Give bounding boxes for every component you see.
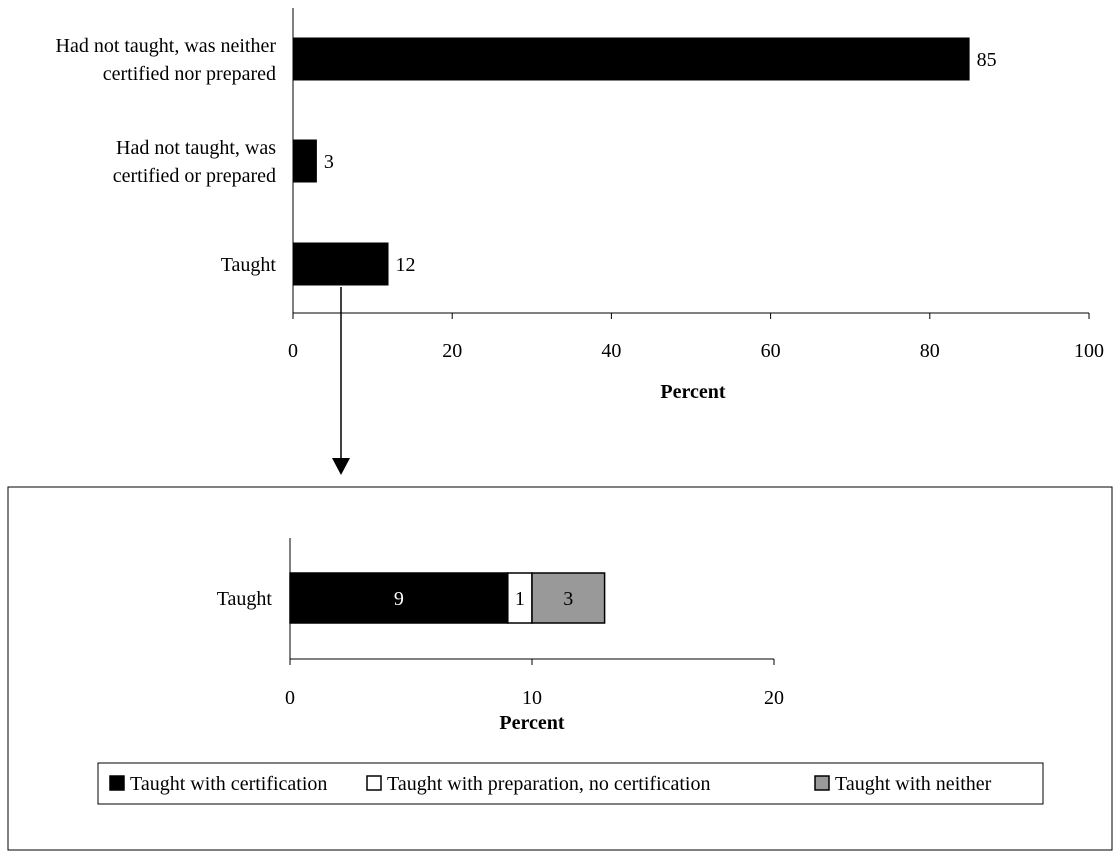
legend-label: Taught with certification [130,773,327,795]
x-tick-label: 0 [285,687,295,709]
category-label: Taught [217,588,273,610]
segment-value-label: 3 [563,588,573,610]
bottom-chart: 9 1 3 Taught 0 10 20 Percent [217,538,784,734]
zoom-connector-arrow [332,287,350,475]
legend: Taught with certification Taught with pre… [109,773,992,795]
top-x-axis-title: Percent [660,381,725,403]
top-chart: 85 Had not taught, was neither certified n… [56,8,1104,403]
x-tick-label: 10 [522,687,542,709]
category-label: Had not taught, was neither [56,35,277,57]
x-tick-label: 80 [920,340,940,362]
legend-label: Taught with preparation, no certificatio… [387,773,711,795]
legend-box [97,762,1044,805]
x-tick-label: 20 [764,687,784,709]
legend-swatch [366,775,382,791]
detail-panel-frame [7,486,1113,851]
x-tick-label: 20 [442,340,462,362]
bar-3 [293,242,389,286]
category-label: certified or prepared [113,165,276,187]
stacked-segment [289,572,509,624]
bar-1 [293,37,970,81]
x-tick-label: 0 [288,340,298,362]
segment-value-label: 1 [515,588,525,610]
x-tick-label: 60 [761,340,781,362]
category-label: certified nor prepared [103,63,276,85]
legend-swatch [814,775,830,791]
bar-2 [293,139,317,183]
bar-value-label: 12 [396,254,416,276]
legend-swatch [109,775,125,791]
category-label: Taught [221,254,277,276]
bar-value-label: 3 [324,151,334,173]
category-label: Had not taught, was [116,137,276,159]
x-tick-label: 40 [601,340,621,362]
legend-label: Taught with neither [835,773,992,795]
bar-value-label: 85 [977,49,997,71]
bottom-x-axis-title: Percent [499,712,564,734]
x-tick-label: 100 [1074,340,1104,362]
segment-value-label: 9 [394,588,404,610]
stacked-segment [531,572,606,624]
